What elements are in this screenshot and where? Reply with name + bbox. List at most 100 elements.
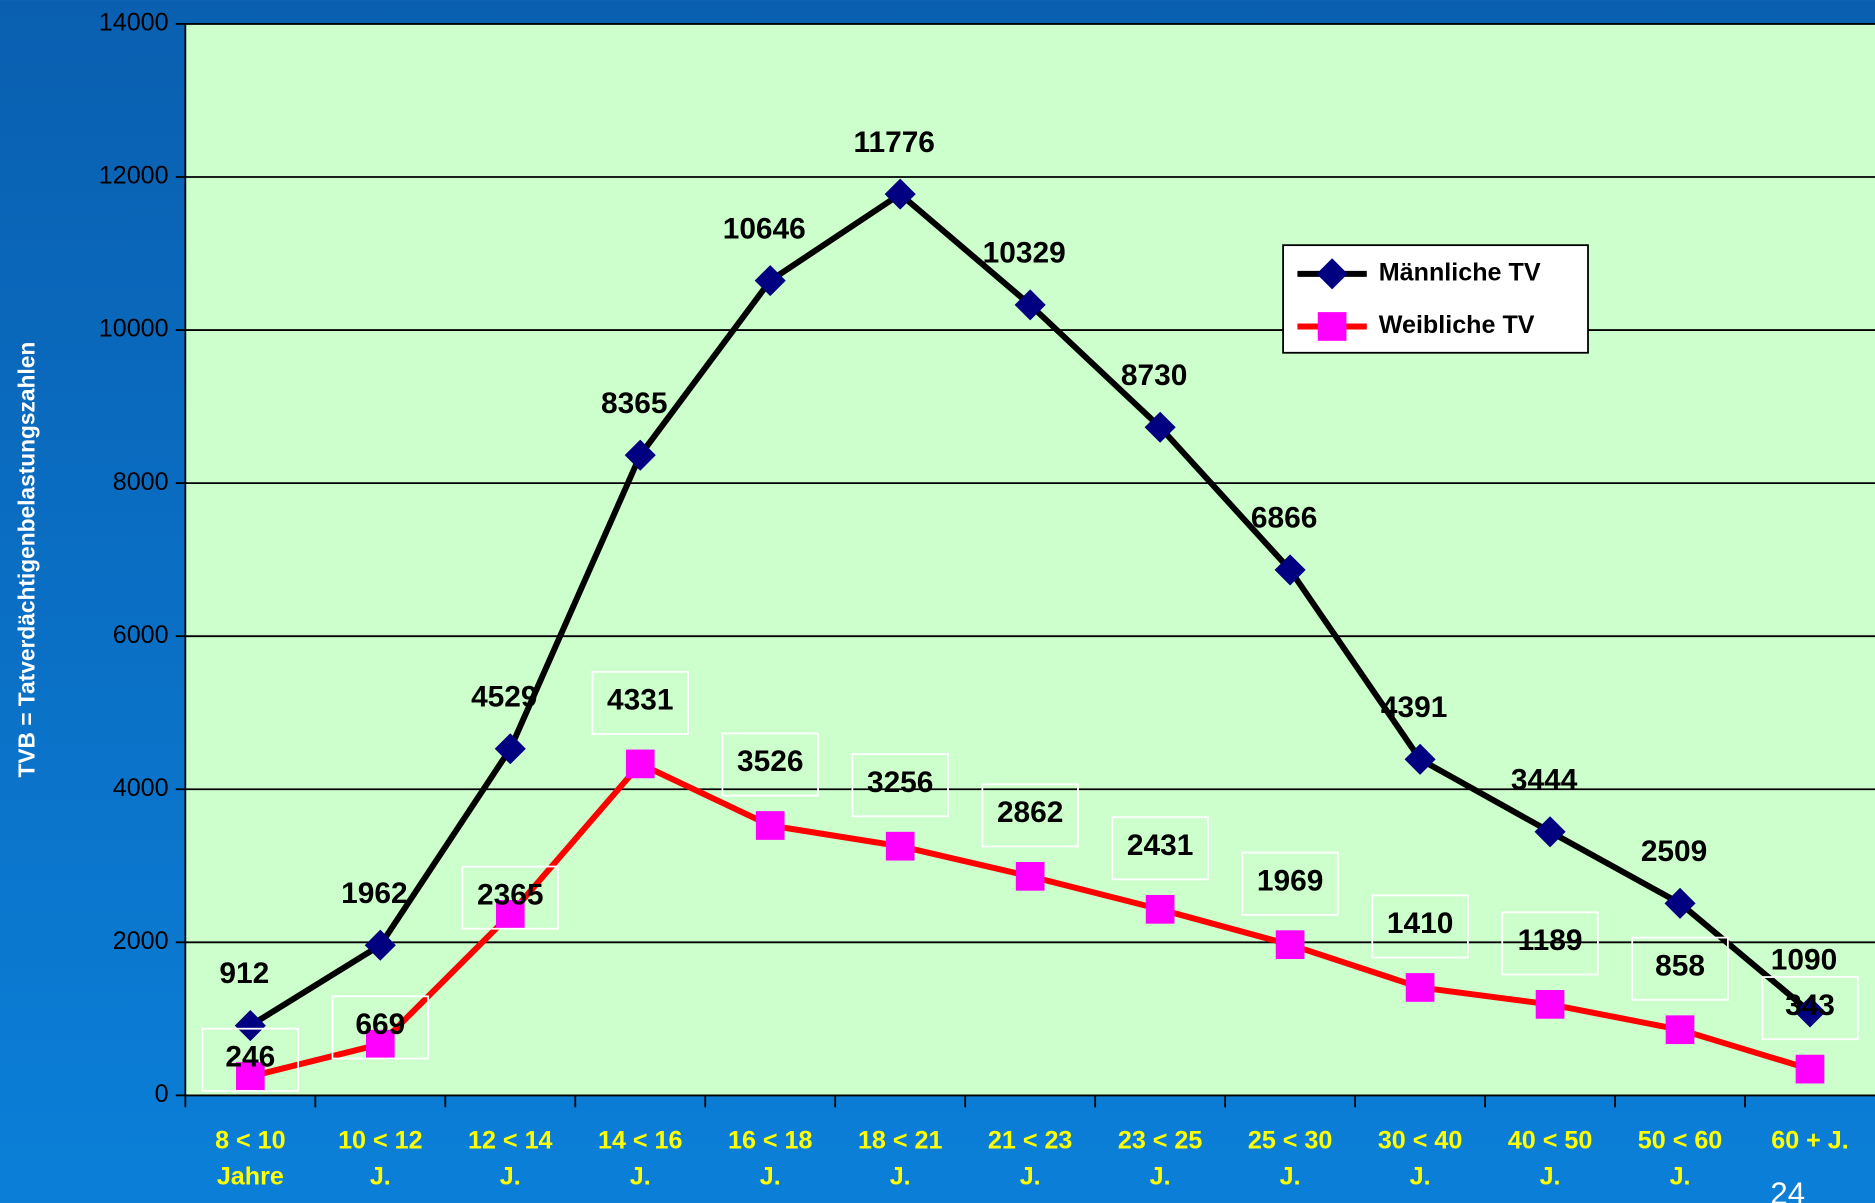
data-label: 1410 <box>1387 907 1453 940</box>
data-label-box <box>1501 911 1599 976</box>
y-tick-label: 4000 <box>113 774 169 802</box>
x-tick-label: 60 + J. <box>1771 1127 1849 1155</box>
data-label: 3256 <box>867 766 933 799</box>
legend-marker <box>1316 258 1348 290</box>
point <box>495 900 525 929</box>
point <box>1144 411 1176 443</box>
data-label: 4331 <box>607 684 673 717</box>
data-label: 1090 <box>1771 944 1837 977</box>
data-label: 1962 <box>341 877 407 910</box>
point <box>1015 861 1045 891</box>
x-tick-label: J. <box>1410 1163 1431 1191</box>
x-tick-label: Jahre <box>217 1163 284 1191</box>
x-tick-label: 40 < 50 <box>1508 1127 1592 1155</box>
x-tick-label: J. <box>760 1163 781 1191</box>
data-label: 10646 <box>723 212 806 245</box>
legend-label: Männliche TV <box>1379 258 1541 286</box>
data-label: 343 <box>1785 989 1835 1022</box>
data-label: 669 <box>355 1008 405 1041</box>
y-tick-label: 12000 <box>99 162 169 190</box>
data-label: 858 <box>1655 949 1705 982</box>
legend-label: Weibliche TV <box>1379 311 1535 339</box>
point <box>885 831 915 861</box>
y-tick-label: 0 <box>155 1080 169 1108</box>
data-label-box <box>851 753 949 818</box>
x-tick-label: J. <box>1150 1163 1171 1191</box>
data-label-box <box>331 995 430 1060</box>
y-axis-label: TVB = Tatverdächtigenbelastungszahlen <box>14 342 40 778</box>
x-tick-label: 8 < 10 <box>215 1127 286 1155</box>
data-label: 1969 <box>1257 864 1323 897</box>
data-label-box <box>1241 851 1339 916</box>
point <box>365 1029 395 1059</box>
legend-marker <box>1317 312 1347 341</box>
x-tick-label: 30 < 40 <box>1378 1127 1462 1155</box>
x-tick-label: J. <box>370 1163 391 1191</box>
x-tick-label: 10 < 12 <box>338 1127 422 1155</box>
data-label: 10329 <box>983 237 1066 270</box>
data-label: 3444 <box>1511 763 1578 796</box>
data-label-box <box>1111 816 1209 881</box>
x-tick-label: J. <box>1020 1163 1041 1191</box>
y-tick-label: 2000 <box>113 927 169 955</box>
point <box>755 811 785 840</box>
data-label: 2509 <box>1641 835 1707 868</box>
x-tick-label: J. <box>500 1163 521 1191</box>
x-tick-label: J. <box>1540 1163 1561 1191</box>
data-label: 3526 <box>737 745 803 778</box>
x-tick-label: 25 < 30 <box>1248 1127 1332 1155</box>
data-label-box <box>981 783 1079 848</box>
data-label: 246 <box>225 1040 275 1073</box>
point <box>1014 289 1046 321</box>
data-label: 912 <box>219 957 269 990</box>
point <box>884 178 916 210</box>
point <box>364 929 396 961</box>
y-tick-label: 8000 <box>113 468 169 496</box>
point <box>625 749 655 779</box>
x-tick-label: 50 < 60 <box>1638 1127 1722 1155</box>
x-tick-label: 16 < 18 <box>728 1127 813 1155</box>
x-tick-label: J. <box>630 1163 651 1191</box>
y-tick-label: 14000 <box>99 9 169 37</box>
data-label-box <box>1371 894 1469 959</box>
point <box>1405 973 1435 1002</box>
data-label-box <box>721 732 819 797</box>
point <box>1795 1054 1825 1084</box>
data-label: 4391 <box>1381 691 1447 724</box>
data-label-box <box>591 670 689 735</box>
point <box>235 1062 265 1091</box>
x-tick-label: J. <box>890 1163 911 1191</box>
x-tick-label: 18 < 21 <box>858 1127 943 1155</box>
data-label: 4529 <box>471 680 537 713</box>
data-label: 8730 <box>1121 359 1187 392</box>
data-label: 11776 <box>854 126 935 159</box>
point <box>624 439 656 471</box>
x-tick-label: J. <box>1670 1163 1691 1191</box>
x-tick-label: 23 < 25 <box>1118 1127 1203 1155</box>
point <box>1535 990 1565 1019</box>
data-label-box <box>1761 976 1859 1041</box>
data-label-box <box>1631 936 1729 1001</box>
data-label-box <box>201 1027 300 1092</box>
plot-area <box>185 23 1875 1096</box>
point <box>1665 1015 1695 1045</box>
x-tick-label: 21 < 23 <box>988 1127 1073 1155</box>
point <box>1145 894 1175 924</box>
data-label: 8365 <box>601 387 667 420</box>
point <box>1794 996 1826 1028</box>
x-tick-label: 12 < 14 <box>468 1127 553 1155</box>
point <box>494 733 526 765</box>
data-label: 1189 <box>1518 924 1583 957</box>
y-tick-label: 10000 <box>99 315 169 343</box>
point <box>1275 930 1305 960</box>
x-tick-label: 14 < 16 <box>598 1127 683 1155</box>
page-number: 24 <box>1770 1176 1805 1203</box>
y-tick-label: 6000 <box>113 621 169 649</box>
x-tick-label: J. <box>1280 1163 1301 1191</box>
point <box>1664 887 1696 919</box>
data-label-box <box>461 865 560 930</box>
data-label: 2365 <box>477 878 543 911</box>
point <box>234 1010 266 1042</box>
point <box>754 265 786 297</box>
